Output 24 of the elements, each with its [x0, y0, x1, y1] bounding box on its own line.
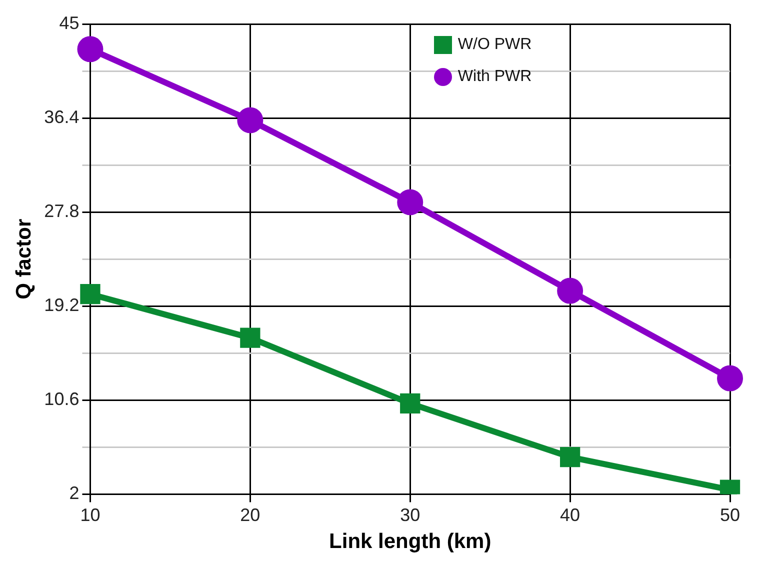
y-tick-label: 27.8: [44, 201, 80, 222]
point: [557, 278, 584, 304]
point: [400, 393, 420, 414]
y-tick-label: 45: [59, 12, 80, 33]
point: [717, 365, 743, 392]
point: [240, 328, 260, 348]
point: [77, 36, 104, 62]
point: [237, 107, 264, 134]
x-tick-label: 50: [720, 504, 740, 525]
y-tick-label: 19.2: [44, 295, 80, 316]
x-tick-label: 20: [240, 504, 260, 525]
legend-label: W/O PWR: [458, 36, 532, 54]
y-axis-title: Q factor: [12, 218, 36, 300]
y-tick-label: 36.4: [44, 107, 80, 128]
y-tick-label: 2: [69, 483, 80, 504]
x-tick-label: 10: [80, 504, 100, 525]
point: [397, 189, 424, 216]
point: [80, 284, 100, 304]
x-tick-label: 30: [400, 504, 420, 525]
y-tick-label: 10.6: [44, 389, 80, 410]
x-axis-title: Link length (km): [329, 530, 492, 554]
x-tick-label: 40: [560, 504, 580, 525]
point: [560, 446, 580, 468]
legend-label: With PWR: [458, 68, 532, 86]
